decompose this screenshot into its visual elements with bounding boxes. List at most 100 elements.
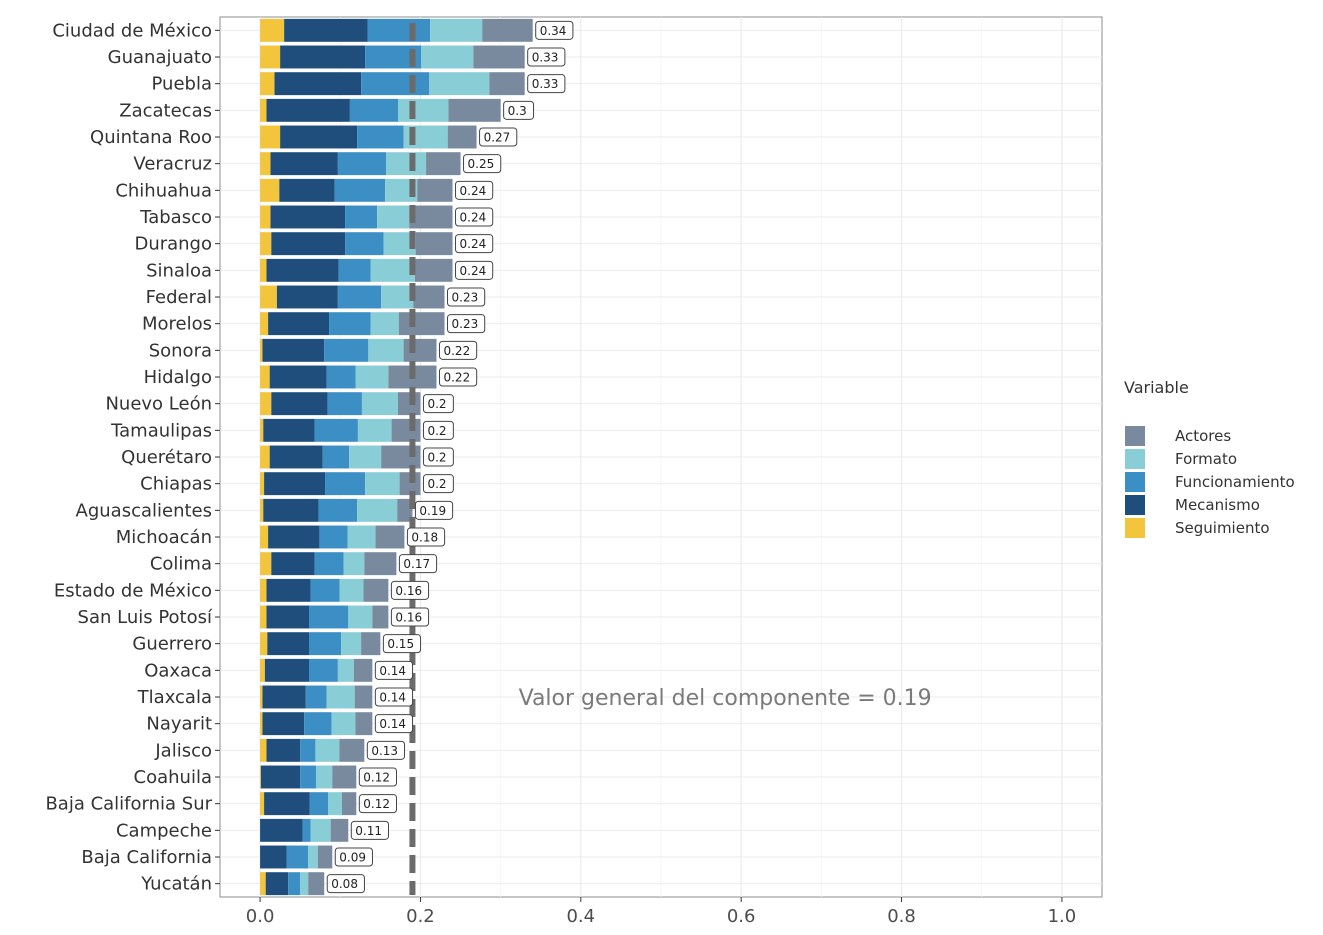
bar-group-zacatecas: [260, 98, 501, 122]
category-label-puebla: Puebla: [152, 74, 212, 95]
bar-group-veracruz: [260, 152, 461, 176]
bar-segment-mecanismo: [270, 152, 338, 176]
total-label: 0.24: [460, 264, 487, 278]
bar-segment-funcionamiento: [367, 18, 431, 42]
legend-title: Variable: [1124, 378, 1189, 397]
bar-segment-formato: [300, 872, 309, 896]
bar-group-estado-de-mexico: [260, 578, 389, 602]
bar-segment-actores: [473, 45, 525, 69]
bar-segment-funcionamiento: [319, 525, 348, 549]
category-label-san-luis-potosi: San Luis Potosí: [78, 607, 213, 628]
bar-segment-formato: [398, 98, 449, 122]
total-label-box: [447, 314, 486, 334]
total-label-box: [447, 287, 486, 307]
bar-segment-actores: [414, 258, 453, 282]
bar-segment-formato: [343, 552, 365, 576]
bar-group-coahuila: [260, 765, 357, 789]
bar-group-durango: [260, 232, 453, 256]
total-label: 0.12: [363, 771, 390, 785]
bar-segment-formato: [368, 338, 404, 362]
category-label-campeche: Campeche: [116, 820, 212, 841]
category-axis: Ciudad de México Guanajuato Puebla Zacateca…: [45, 20, 220, 895]
legend-swatch: [1125, 518, 1145, 538]
bar-group-baja-california-sur: [260, 792, 357, 816]
total-label: 0.2: [427, 477, 446, 491]
bar-group-nayarit: [260, 712, 373, 736]
total-label-box: [350, 820, 389, 840]
legend-item-seguimiento: Seguimiento: [1125, 518, 1270, 538]
bar-segment-funcionamiento: [329, 312, 371, 336]
bar-segment-mecanismo: [264, 658, 310, 682]
bar-group-tamaulipas: [260, 418, 421, 442]
bar-segment-seguimiento: [260, 392, 272, 416]
bar-segment-actores: [448, 98, 501, 122]
bar-segment-seguimiento: [260, 658, 265, 682]
x-tick-label: 0.2: [406, 906, 435, 927]
bar-segment-mecanismo: [266, 258, 339, 282]
bar-segment-formato: [347, 525, 376, 549]
x-tick-label: 0.6: [727, 906, 756, 927]
bar-segment-funcionamiento: [304, 712, 332, 736]
bar-segment-actores: [308, 872, 325, 896]
bar-segment-seguimiento: [260, 578, 267, 602]
category-label-veracruz: Veracruz: [133, 154, 212, 175]
x-axis: 0.0 0.2 0.4 0.6 0.8 1.0: [246, 897, 1076, 927]
total-label-box: [455, 180, 494, 200]
legend-items: Actores Formato Funcionamiento Mecanismo Seg…: [1125, 426, 1295, 538]
bar-segment-funcionamiento: [305, 685, 327, 709]
total-label-box: [455, 260, 494, 280]
total-label: 0.13: [371, 744, 398, 758]
total-label-box: [422, 394, 454, 414]
legend-swatch: [1125, 472, 1145, 492]
bar-segment-seguimiento: [260, 525, 269, 549]
bar-segment-mecanismo: [280, 125, 358, 149]
total-label: 0.18: [411, 531, 438, 545]
bar-segment-actores: [403, 338, 437, 362]
bar-segment-funcionamiento: [327, 392, 362, 416]
total-label: 0.16: [395, 584, 422, 598]
bar-segment-seguimiento: [260, 18, 285, 42]
total-label-box: [422, 474, 454, 494]
bar-segment-funcionamiento: [345, 205, 378, 229]
bar-segment-formato: [315, 738, 340, 762]
category-label-durango: Durango: [134, 234, 212, 255]
bar-group-ciudad-de-mexico: [260, 18, 533, 42]
bar-group-queretaro: [260, 445, 421, 469]
category-label-nuevo-leon: Nuevo León: [105, 394, 212, 415]
total-label-box: [455, 207, 494, 227]
bar-segment-seguimiento: [260, 312, 269, 336]
bar-segment-actores: [482, 18, 533, 42]
bar-segment-funcionamiento: [309, 605, 349, 629]
category-label-sonora: Sonora: [149, 340, 212, 361]
total-label: 0.14: [379, 717, 406, 731]
bar-segment-mecanismo: [271, 392, 328, 416]
legend-label: Mecanismo: [1175, 496, 1260, 514]
bar-segment-funcionamiento: [349, 98, 399, 122]
category-label-baja-california: Baja California: [81, 847, 212, 868]
bar-group-tlaxcala: [260, 685, 373, 709]
total-label: 0.34: [540, 24, 567, 38]
bar-segment-formato: [328, 792, 342, 816]
bar-segment-mecanismo: [274, 72, 362, 96]
total-label-box: [326, 874, 365, 894]
bar-group-campeche: [260, 818, 349, 842]
bar-segment-funcionamiento: [324, 338, 369, 362]
category-label-hidalgo: Hidalgo: [144, 367, 212, 388]
bar-group-guerrero: [260, 632, 381, 656]
total-label: 0.2: [427, 397, 446, 411]
category-label-sinaloa: Sinaloa: [146, 260, 212, 281]
bar-segment-seguimiento: [260, 552, 272, 576]
bar-group-chiapas: [260, 472, 421, 496]
bar-segment-mecanismo: [269, 365, 327, 389]
bar-segment-actores: [330, 818, 349, 842]
total-label: 0.2: [427, 424, 446, 438]
category-label-baja-california-sur: Baja California Sur: [45, 794, 212, 815]
bar-segment-formato: [361, 392, 399, 416]
category-label-colima: Colima: [150, 554, 212, 575]
bar-segment-formato: [365, 472, 400, 496]
bar-segment-seguimiento: [260, 258, 267, 282]
bar-segment-seguimiento: [260, 285, 277, 309]
bar-segment-seguimiento: [260, 685, 263, 709]
